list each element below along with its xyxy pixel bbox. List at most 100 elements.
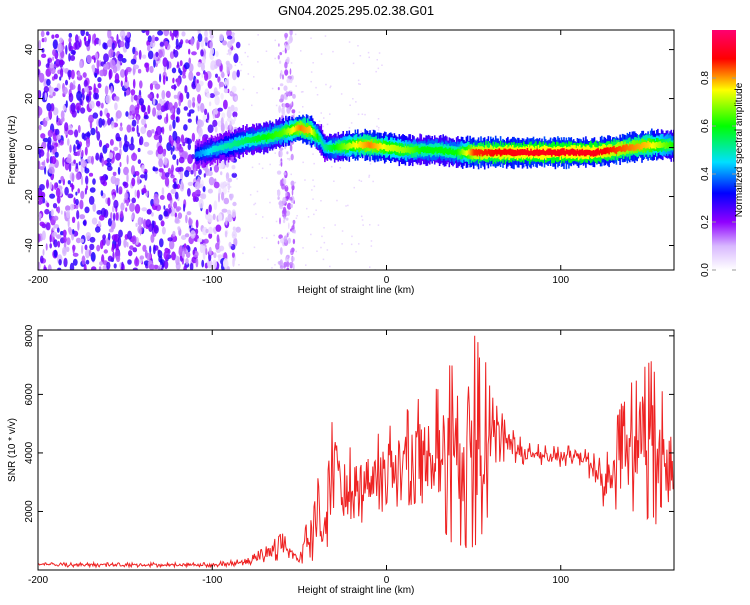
spectrogram-speckle [230,244,233,247]
spectrogram-ridge-segment [547,148,549,156]
spectrogram-noise-blob [64,122,69,132]
spectrogram-ridge-segment [229,143,231,149]
spectrogram-noise-blob [177,226,181,231]
spectrogram-noise-blob [217,107,223,112]
spectrogram-noise-blob [282,196,287,204]
spectrogram-noise-blob [91,266,97,270]
spectrogram-noise-blob [132,66,136,76]
spectrogram-ridge-segment [562,148,564,155]
spectrogram-ridge-segment [644,142,647,149]
spectrogram-ridge-segment [483,149,486,156]
spectrogram-noise-blob [159,171,163,177]
spectrogram-noise-blob [102,42,107,49]
spectrogram-noise-blob [180,39,184,45]
spectrogram-noise-blob [98,39,101,46]
spectrogram-ridge-segment [209,147,212,154]
spectrogram-speckle [355,101,357,103]
spectrogram-speckle [233,33,236,35]
spectrogram-noise-blob [170,212,175,217]
spectrogram-ridge-segment [453,150,455,156]
spectrogram-speckle [305,264,307,266]
spectrogram-ridge-segment [614,147,616,154]
spectrogram-noise-blob [70,69,75,80]
spectrogram-noise-blob [217,254,223,259]
spectrogram-ridge-segment [449,147,452,154]
spectrogram-noise-blob [103,249,109,254]
spectrogram-noise-blob [147,150,154,156]
spectrogram-ridge-segment [444,147,447,154]
spectrogram-ridge-segment [565,148,568,155]
spectrogram-ridge-segment [632,144,635,152]
spectrogram-ridge-segment [646,142,648,149]
spectrogram-speckle [271,87,274,90]
spectrogram-noise-blob [186,211,192,216]
spectrogram-noise-blob [93,57,96,63]
spectrogram-speckle [331,166,333,168]
spectrogram-speckle [350,243,353,246]
spectrogram-ridge-segment [394,145,397,152]
spectrogram-ridge-segment [460,149,463,155]
spectrogram-noise-blob [277,240,280,245]
spectrogram-speckle [347,204,349,207]
spectrogram-noise-blob [187,188,191,197]
spectrogram-ridge-segment [660,142,663,148]
spectrogram-ridge-segment [379,142,381,149]
spectrogram-ridge-segment [599,148,602,154]
spectrogram-ridge-segment [287,127,290,134]
spectrogram-ridge-segment [520,149,523,155]
spectrogram-noise-blob [226,30,232,37]
spectrogram-noise-blob [41,230,46,241]
spectrogram-speckle [329,265,331,268]
spectrogram-noise-blob [282,103,286,109]
spectrogram-noise-blob [126,241,129,248]
snr-x-tick-label: 100 [552,575,569,586]
spectrogram-noise-blob [153,244,156,255]
spectrogram-noise-blob [157,153,163,160]
spectrogram-noise-blob [50,156,57,165]
spectrogram-noise-blob [79,214,86,220]
spectrogram-noise-blob [281,182,285,190]
spectrogram-noise-blob [119,139,122,149]
spectrogram-noise-blob [38,160,41,170]
spectrogram-ridge-segment [213,145,215,153]
spectrogram-noise-blob [110,212,113,221]
spectrogram-ridge-segment [244,136,247,144]
spectrogram-ridge-segment [451,149,453,155]
spectrogram-noise-blob [81,244,84,255]
spectrogram-speckle [360,180,363,182]
spectrogram-noise-blob [128,250,133,257]
spectrogram-noise-blob [168,124,172,132]
spectrogram-noise-blob [137,68,142,74]
spectrogram-noise-blob [113,263,117,269]
spectrogram-ridge-segment [307,127,309,134]
spectrogram-speckle [273,148,276,150]
spectrogram-ridge-segment [464,150,466,156]
snr-y-tick-label: 2000 [24,500,35,523]
spectrogram-noise-blob [202,250,206,260]
spectrogram-ridge-segment [425,147,427,154]
spectrogram-noise-blob [166,142,172,152]
spectrogram-ridge-segment [657,142,659,148]
spectrogram-ridge-segment [591,151,593,156]
spectrogram-noise-blob [113,146,119,151]
spectrogram-noise-blob [126,173,129,184]
spectrogram-noise-blob [72,244,76,251]
spectrogram-ridge-segment [546,149,548,155]
spectrogram-ridge-segment [515,150,518,156]
spectrogram-ridge-segment [204,149,207,156]
spectrogram-noise-blob [95,152,100,161]
spectrogram-speckle [352,62,355,65]
spectrogram-noise-blob [234,116,237,122]
spectrogram-y-axis-label: Frequency (Hz) [7,116,18,185]
spectrogram-ridge-segment [358,141,360,148]
spectrogram-speckle [269,201,271,204]
spectrogram-noise-blob [115,132,120,142]
spectrogram-noise-blob [208,204,212,213]
spectrogram-speckle [229,186,232,188]
spectrogram-noise-blob [81,88,85,95]
spectrogram-ridge-segment [507,149,509,155]
spectrogram-noise-blob [74,40,81,50]
spectrogram-noise-blob [79,60,83,69]
spectrogram-noise-blob [205,248,208,256]
spectrogram-noise-blob [286,106,291,114]
